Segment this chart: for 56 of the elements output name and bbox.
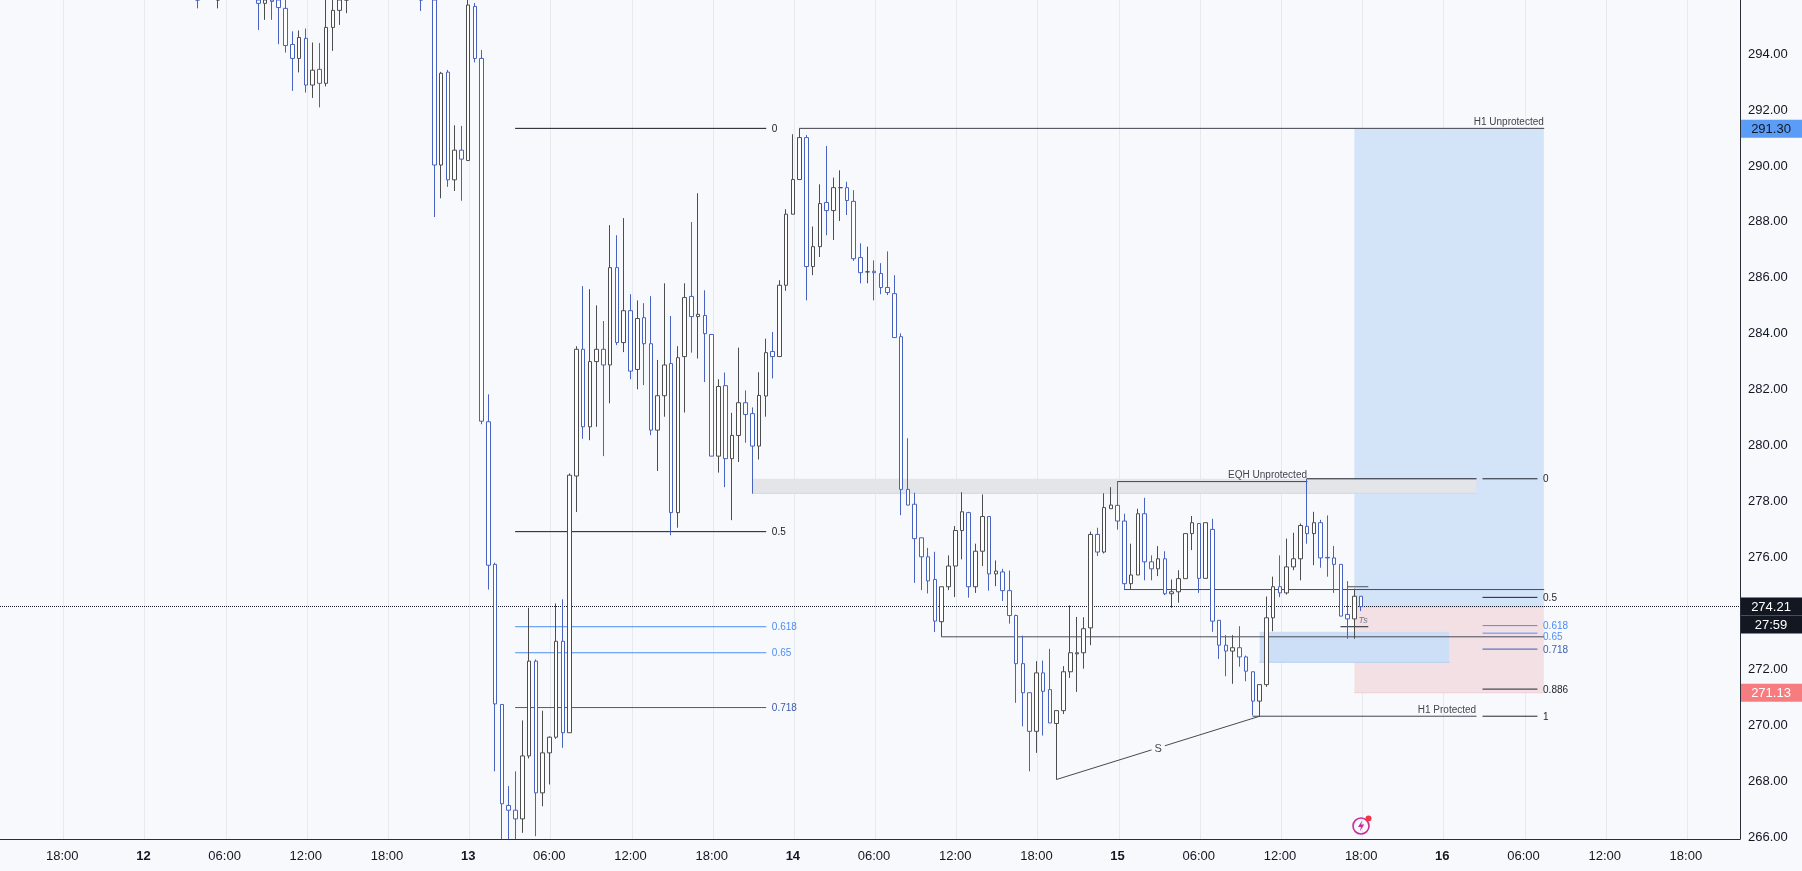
x-tick-label: 06:00	[857, 848, 891, 863]
series-label: H1 Unprotected	[1473, 115, 1544, 127]
x-tick-label: 18:00	[1669, 848, 1703, 863]
x-tick-label: 06:00	[1507, 848, 1540, 863]
x-tick-label: 18:00	[695, 848, 728, 863]
series-label: 0.618	[1543, 620, 1569, 632]
text: 291.30	[1751, 121, 1791, 137]
x-tick-label: 18:00	[1020, 848, 1053, 863]
series-label: 0	[771, 122, 778, 134]
series-label: 0.618	[771, 621, 798, 633]
series-label: 0	[1543, 473, 1550, 485]
x-tick-label: 18:00	[370, 848, 404, 863]
y-tick-label: 280.00	[1748, 437, 1788, 453]
x-tick-label: 12:00	[1588, 848, 1621, 863]
series-label: S	[1154, 741, 1162, 754]
y-tick-label: 294.00	[1748, 45, 1788, 61]
series-label: 0.5	[1543, 591, 1558, 603]
series-label: EQH Unprotected	[1228, 469, 1308, 481]
series-label: 0.718	[771, 702, 798, 714]
x-tick-label: 12:00	[1263, 848, 1297, 863]
x-tick-label: 06:00	[1182, 848, 1216, 863]
y-tick-label: 270.00	[1748, 716, 1788, 732]
ref-line-label: 274.21	[1751, 599, 1791, 615]
y-tick-label: 290.00	[1748, 157, 1788, 173]
y-tick-label: 288.00	[1748, 213, 1788, 229]
y-tick-label: 284.00	[1748, 325, 1788, 341]
series-label: 1	[1543, 710, 1550, 722]
x-tick-label: 16	[1435, 848, 1450, 863]
series-label: 0.5	[771, 526, 787, 538]
series-label: 0.65	[1543, 631, 1563, 643]
x-tick-label: 13	[460, 848, 476, 863]
y-tick-label: 278.00	[1748, 493, 1788, 509]
y-tick-label: 292.00	[1748, 101, 1788, 117]
x-tick-label: 12	[136, 848, 151, 863]
text: 271.13	[1751, 685, 1791, 701]
y-tick-label: 286.00	[1748, 269, 1788, 285]
x-tick-label: 14	[785, 848, 801, 863]
x-tick-label: 06:00	[208, 848, 241, 863]
x-tick-label: 12:00	[614, 848, 647, 863]
series-label: 0.65	[771, 647, 792, 659]
x-tick-label: 18:00	[45, 848, 79, 863]
y-tick-label: 282.00	[1748, 381, 1788, 397]
y-tick-label: 272.00	[1748, 660, 1788, 676]
y-tick-label: 276.00	[1748, 549, 1788, 565]
x-tick-label: 12:00	[289, 848, 323, 863]
x-tick-label: 12:00	[938, 848, 972, 863]
y-tick-label: 268.00	[1748, 772, 1788, 788]
x-tick-label: 18:00	[1344, 848, 1378, 863]
text: 27:59	[1754, 617, 1788, 633]
series-label: 0.718	[1543, 643, 1569, 655]
x-tick-label: 06:00	[533, 848, 566, 863]
series-label: 0.886	[1543, 683, 1569, 695]
annotation: Ts	[1358, 615, 1369, 626]
series-label: H1 Protected	[1417, 703, 1477, 715]
y-tick-label: 266.00	[1748, 828, 1788, 844]
x-tick-label: 15	[1110, 848, 1125, 863]
